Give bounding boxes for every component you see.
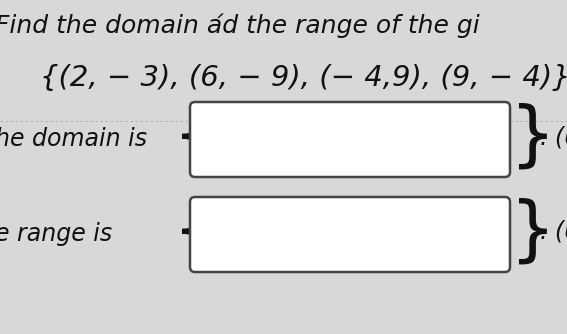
Text: he domain is: he domain is	[0, 127, 147, 151]
FancyBboxPatch shape	[190, 102, 510, 177]
Text: {: {	[173, 197, 219, 267]
Text: e range is: e range is	[0, 222, 112, 246]
Text: . (Us: . (Us	[540, 125, 567, 149]
Text: }: }	[510, 197, 556, 267]
Text: {(2, − 3), (6, − 9), (− 4,9), (9, − 4)}: {(2, − 3), (6, − 9), (− 4,9), (9, − 4)}	[40, 64, 567, 92]
FancyBboxPatch shape	[190, 197, 510, 272]
Text: }: }	[510, 103, 556, 171]
Text: . (Use: . (Use	[540, 220, 567, 244]
Text: Find the domain ád the range of the gi: Find the domain ád the range of the gi	[0, 14, 480, 38]
Text: {: {	[173, 103, 219, 171]
